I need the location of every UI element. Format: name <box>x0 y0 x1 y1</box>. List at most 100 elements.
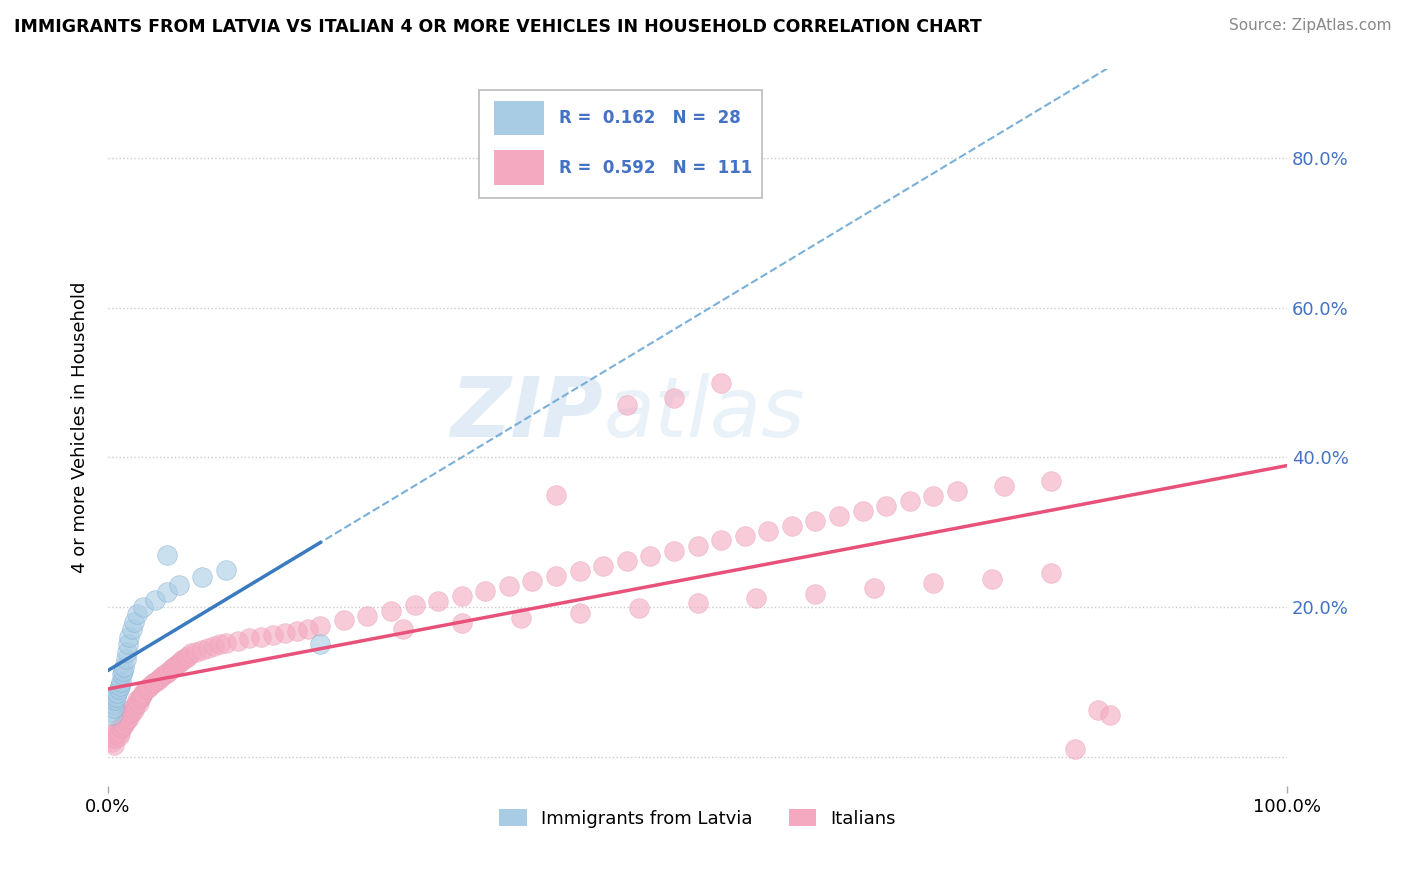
Point <box>142 676 165 690</box>
Point <box>112 715 135 730</box>
Point <box>592 558 614 573</box>
Point <box>474 583 496 598</box>
Point <box>107 686 129 700</box>
Point <box>616 554 638 568</box>
Point <box>734 529 756 543</box>
Point <box>285 624 308 638</box>
Point <box>167 656 190 670</box>
Point <box>262 628 284 642</box>
Point <box>498 579 520 593</box>
Point <box>153 667 176 681</box>
Point <box>156 665 179 680</box>
Point <box>404 599 426 613</box>
Point <box>522 574 544 588</box>
Point <box>1040 566 1063 581</box>
Point <box>108 725 131 739</box>
Point <box>104 731 127 745</box>
Point <box>115 645 138 659</box>
Point <box>122 615 145 629</box>
Point <box>129 690 152 704</box>
Point <box>143 674 166 689</box>
Point <box>450 589 472 603</box>
Point <box>391 623 413 637</box>
Point <box>111 667 134 681</box>
Point <box>107 729 129 743</box>
Point <box>98 731 121 745</box>
Point <box>898 493 921 508</box>
Point <box>108 679 131 693</box>
Point <box>139 679 162 693</box>
Point <box>1087 703 1109 717</box>
Point <box>122 703 145 717</box>
Point <box>127 607 149 622</box>
Point <box>103 701 125 715</box>
Point <box>191 643 214 657</box>
Point <box>131 688 153 702</box>
Point <box>111 720 134 734</box>
Text: atlas: atlas <box>603 373 804 454</box>
Point <box>875 499 897 513</box>
Point <box>1099 708 1122 723</box>
Point <box>135 682 157 697</box>
Legend: Immigrants from Latvia, Italians: Immigrants from Latvia, Italians <box>492 802 903 835</box>
Point <box>105 690 128 704</box>
Point <box>112 664 135 678</box>
Point <box>136 681 159 695</box>
Point <box>427 594 450 608</box>
Text: Source: ZipAtlas.com: Source: ZipAtlas.com <box>1229 18 1392 33</box>
Text: IMMIGRANTS FROM LATVIA VS ITALIAN 4 OR MORE VEHICLES IN HOUSEHOLD CORRELATION CH: IMMIGRANTS FROM LATVIA VS ITALIAN 4 OR M… <box>14 18 981 36</box>
Point <box>114 660 136 674</box>
Point <box>114 714 136 728</box>
Point <box>756 524 779 538</box>
Point <box>105 727 128 741</box>
Point <box>297 623 319 637</box>
Point <box>118 711 141 725</box>
Point <box>333 614 356 628</box>
Point <box>172 652 194 666</box>
Point <box>104 693 127 707</box>
Point <box>143 592 166 607</box>
Point <box>208 637 231 651</box>
Point <box>710 533 733 547</box>
Point <box>226 633 249 648</box>
Point <box>120 706 142 721</box>
Point <box>745 591 768 605</box>
Point <box>186 645 208 659</box>
Point <box>156 585 179 599</box>
Point <box>250 630 273 644</box>
Point <box>686 596 709 610</box>
Point <box>160 661 183 675</box>
Point <box>163 660 186 674</box>
Point <box>101 727 124 741</box>
Point <box>780 519 803 533</box>
Point <box>110 721 132 735</box>
Point <box>150 669 173 683</box>
Text: ZIP: ZIP <box>450 373 603 454</box>
Point <box>110 674 132 689</box>
Point <box>191 570 214 584</box>
Point <box>544 488 567 502</box>
Point <box>568 564 591 578</box>
Point <box>167 577 190 591</box>
Point <box>215 563 238 577</box>
Point <box>101 697 124 711</box>
Point <box>146 673 169 688</box>
Point <box>132 599 155 614</box>
Point <box>174 650 197 665</box>
Point <box>156 548 179 562</box>
Point <box>627 601 650 615</box>
Point <box>509 611 531 625</box>
Point <box>180 646 202 660</box>
Point <box>117 708 139 723</box>
Point <box>121 705 143 719</box>
Point <box>157 664 180 678</box>
Point <box>568 606 591 620</box>
Point <box>686 539 709 553</box>
Point <box>215 636 238 650</box>
Point <box>107 723 129 738</box>
Point <box>616 398 638 412</box>
Point <box>124 698 146 713</box>
Point <box>165 658 187 673</box>
Point <box>828 508 851 523</box>
Point <box>103 739 125 753</box>
